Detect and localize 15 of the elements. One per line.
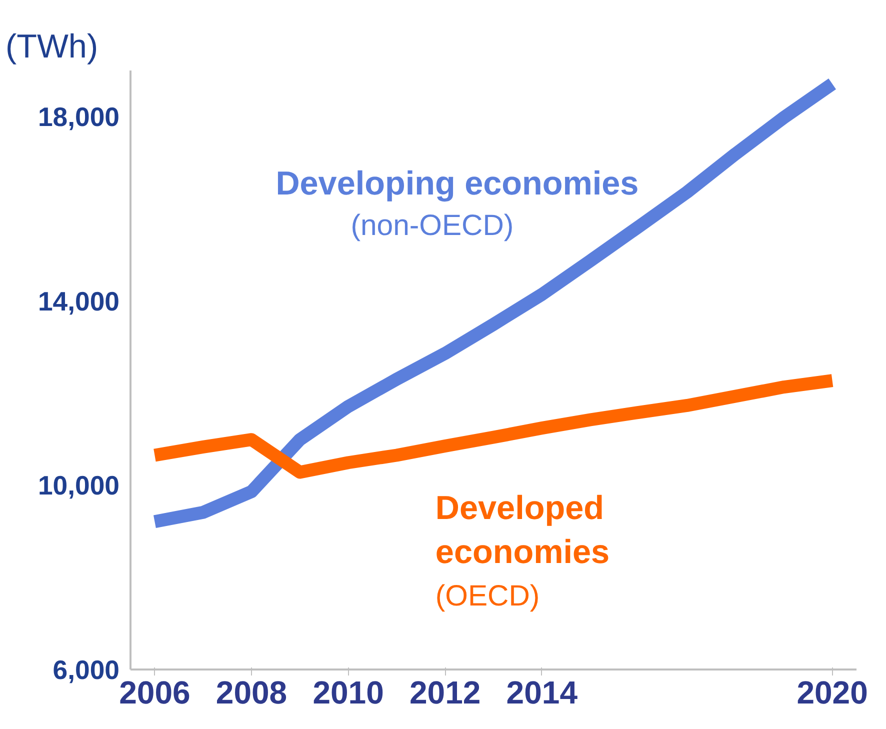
annotation: (non-OECD) — [350, 209, 514, 242]
x-tick-label: 2010 — [312, 674, 384, 710]
x-tick-label: 2014 — [506, 674, 578, 710]
x-tick-label: 2006 — [119, 674, 190, 710]
y-tick-label: 10,000 — [38, 470, 120, 501]
series-label: Developed economies — [435, 490, 610, 572]
x-tick-label: 2012 — [410, 674, 481, 710]
y-axis-title: (TWh) — [6, 28, 98, 66]
series-label: Developing economies — [276, 165, 639, 202]
y-tick-label: 6,000 — [52, 655, 120, 685]
x-tick-label: 2008 — [216, 674, 288, 710]
y-tick-label: 18,000 — [38, 102, 120, 132]
y-tick-label: 14,000 — [38, 286, 120, 316]
x-tick-label: 2020 — [796, 674, 868, 710]
annotation: (OECD) — [435, 580, 540, 613]
